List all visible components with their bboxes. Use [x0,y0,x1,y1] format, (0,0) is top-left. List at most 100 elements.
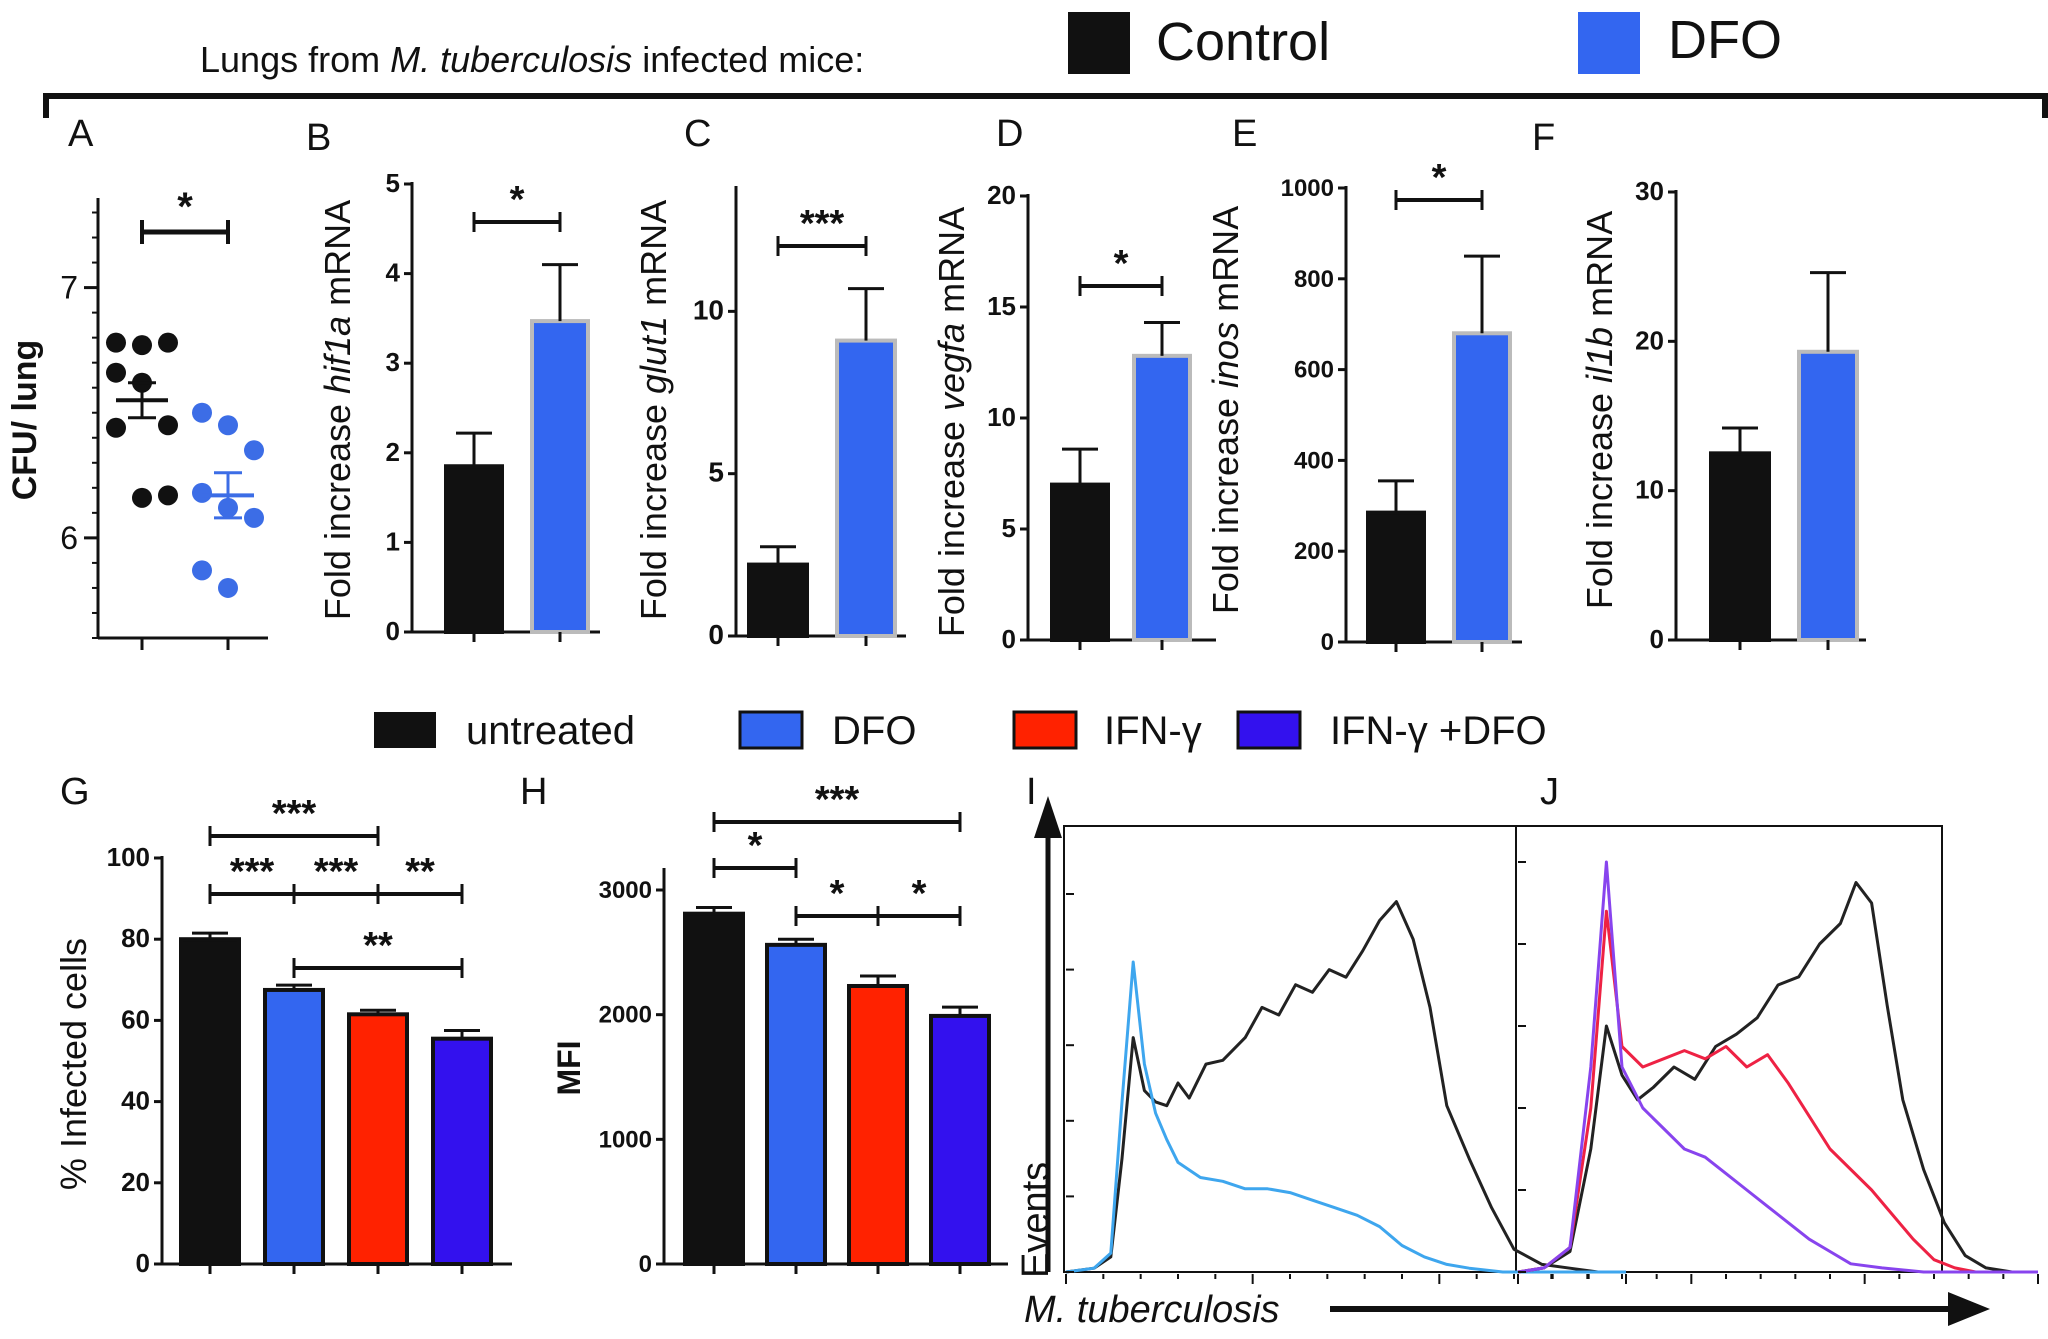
panel-j-series-ifn- [1517,909,2038,1274]
panel-b-bar [444,464,504,634]
panel-a-sig-label: * [177,185,193,229]
legend2-label-ifng-dfo: IFN-γ +DFO [1330,709,1547,753]
panel-a-point [192,560,212,581]
panel-b-chart: 0 1 2 3 4 5 Fold increase hif1a mRNA * [317,168,600,646]
panel-c-tick-label: 0 [708,619,724,650]
panel-g-sig-label: *** [314,851,359,893]
panel-g-bar [263,987,325,1266]
panel-a-point [244,507,264,528]
panel-i-series-dfo [1065,960,1626,1274]
panel-j-frame [1515,825,1943,1273]
panel-f-chart: 0 10 20 30 Fold increase il1b mRNA [1579,176,1866,654]
panel-b-sig-label: * [510,179,525,221]
legend-treatments: untreated DFO IFN-γ IFN-γ +DFO [374,709,1547,753]
panel-g-sig-label: *** [230,851,275,893]
panel-label-j: J [1540,771,1559,813]
panel-b-tick-label: 2 [386,437,400,467]
panel-e-bar [1366,510,1426,644]
panel-e-tick-label: 200 [1294,538,1334,565]
events-axis-label: Events [1015,1162,1057,1278]
panel-c-bar [835,338,897,638]
panel-a-point [132,487,152,508]
panel-j-series-ifn-dfo [1517,860,2038,1274]
legend-swatch-dfo [1578,12,1640,74]
panel-a-scatter: 6 7 CFU/ lung * [6,185,268,650]
panel-label-g: G [60,771,90,813]
panel-e-chart: 0 200 400 600 800 1000 Fold increase inos mRNA… [1205,157,1522,656]
panel-j-series-untreated [1517,881,2038,1274]
legend-swatch-control [1068,12,1130,74]
panel-e-sig-label: * [1432,157,1447,199]
legend2-swatch-ifng [1012,710,1078,750]
legend2-label-ifng: IFN-γ [1104,709,1202,753]
panel-i-series-untreated [1065,900,1626,1274]
panel-h-bar [683,911,745,1266]
panel-e-tick-label: 1000 [1281,175,1334,202]
panel-a-point [106,417,126,438]
panel-b-tick-label: 4 [386,258,401,288]
panel-b-y-label: Fold increase hif1a mRNA [317,200,358,620]
panel-f-tick-label: 20 [1635,325,1664,355]
panel-e-y-label: Fold increase inos mRNA [1205,206,1246,614]
figure-title: Lungs from M. tuberculosis infected mice… [200,39,864,80]
panel-b-tick-label: 5 [386,168,400,198]
panel-g-tick-label: 20 [121,1167,150,1197]
mtb-axis-arrowhead [1948,1292,1990,1326]
panel-e-tick-label: 400 [1294,447,1334,474]
panel-h-sig-label: * [912,873,927,915]
panel-e-bar [1452,331,1512,644]
panel-i-histogram [1065,893,1627,1284]
panel-d-chart: 0 5 10 15 20 Fold increase vegfa mRNA * [931,180,1216,654]
panel-b-tick-label: 0 [386,616,400,646]
panel-h-tick-label: 0 [639,1251,652,1278]
panel-c-sig-label: *** [800,203,845,245]
panel-f-tick-label: 30 [1635,176,1664,206]
panel-g-bar [431,1036,493,1267]
panel-c-chart: 0 5 10 Fold increase glut1 mRNA *** [633,186,906,650]
panel-f-y-label: Fold increase il1b mRNA [1579,211,1620,609]
mtb-axis-label: M. tuberculosis [1024,1289,1280,1331]
panel-a-point [218,577,238,598]
panel-g-tick-label: 60 [121,1004,150,1034]
panel-g-sig-label: *** [272,793,317,835]
panel-j-histogram [1517,860,2039,1284]
panel-g-tick-label: 0 [136,1248,150,1278]
panel-a-y-label: CFU/ lung [6,340,44,501]
panel-g-y-label: % Infected cells [53,938,94,1190]
panel-a-point [192,482,212,503]
panel-h-y-label: MFI [551,1040,587,1095]
legend2-label-untreated: untreated [466,709,635,753]
legend2-swatch-untreated [374,712,436,748]
panel-g-tick-label: 40 [121,1086,150,1116]
panel-e-tick-label: 800 [1294,266,1334,293]
panel-label-h: H [520,771,547,813]
panel-g-bar [179,937,241,1266]
panel-d-tick-label: 0 [1002,624,1016,654]
panel-c-y-label: Fold increase glut1 mRNA [633,200,674,620]
panel-d-y-label: Fold increase vegfa mRNA [931,207,972,637]
panel-e-tick-label: 0 [1321,629,1334,656]
panel-h-bar [929,1013,991,1266]
panel-d-tick-label: 15 [987,291,1016,321]
panel-c-tick-label: 5 [708,457,724,488]
panel-d-bar [1132,353,1192,642]
panel-g-bar [347,1012,409,1266]
panel-g-sig-label: ** [405,851,435,893]
panel-a-point [192,402,212,423]
panel-h-tick-label: 1000 [599,1126,652,1153]
top-bracket [43,93,2048,118]
panel-h-tick-label: 3000 [599,877,652,904]
panel-h-sig-label: *** [815,779,860,821]
panel-a-point [132,335,152,356]
panel-d-sig-label: * [1114,243,1129,285]
legend2-label-dfo: DFO [832,709,916,753]
panel-h-tick-label: 2000 [599,1002,652,1029]
panel-a-point [106,362,126,383]
panel-a-tick-label: 7 [60,270,78,306]
panel-b-tick-label: 1 [386,526,400,556]
legend-label-control: Control [1156,12,1330,72]
panel-label-e: E [1232,113,1257,155]
